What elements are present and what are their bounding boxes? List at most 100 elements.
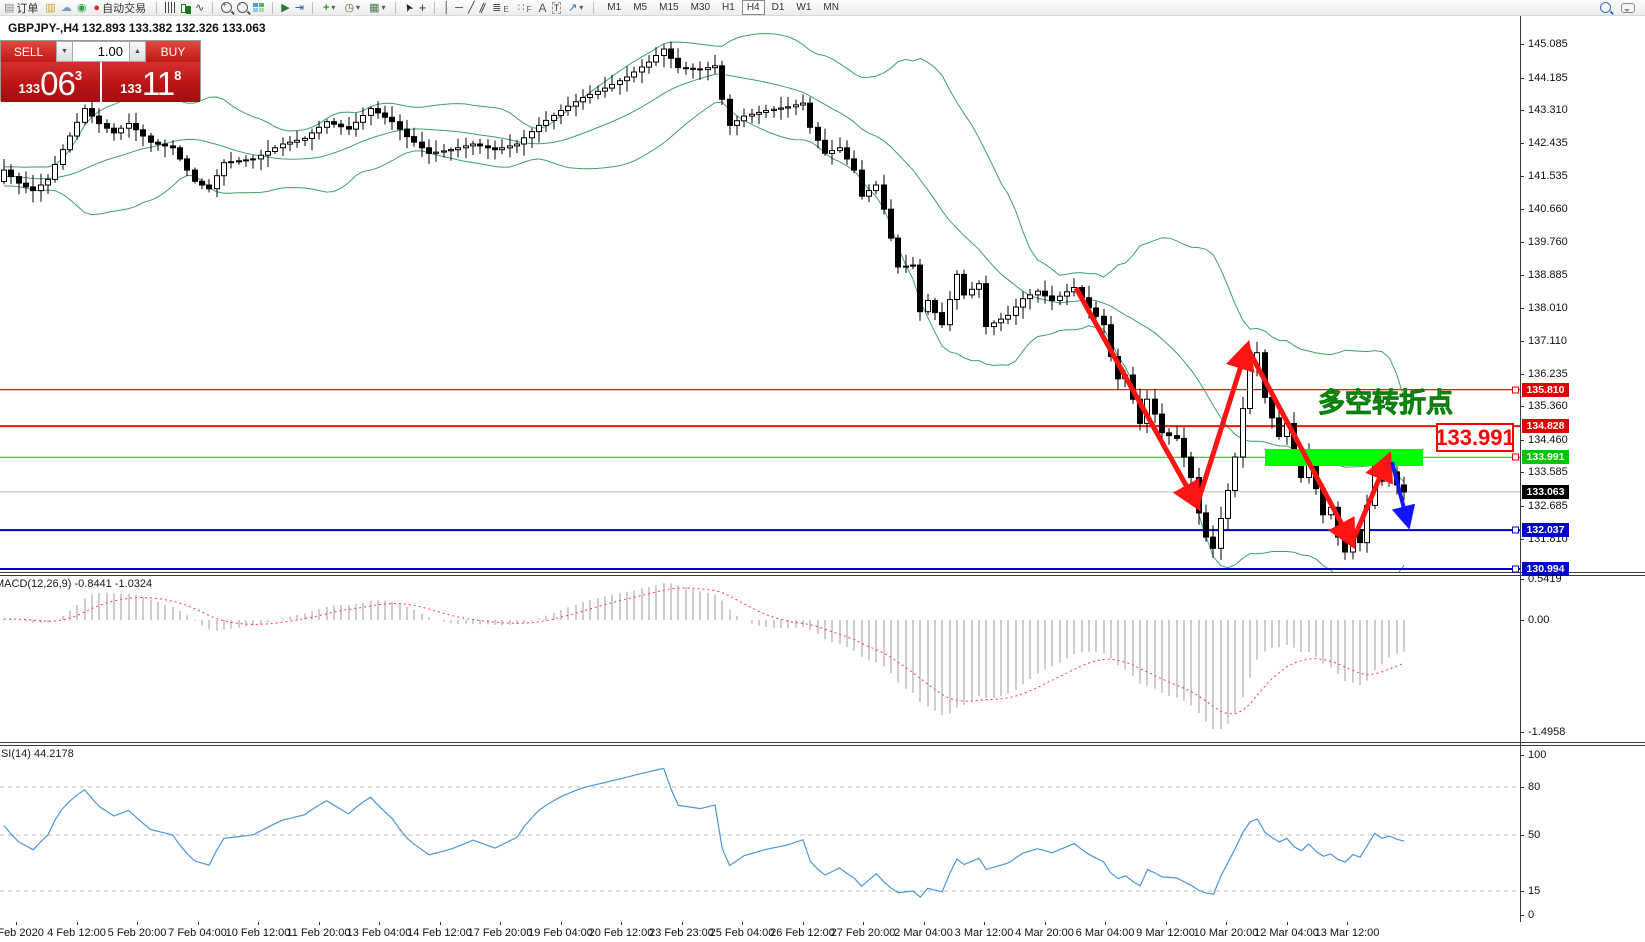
candle-body [815, 126, 821, 141]
chart-shift-icon[interactable]: ⇥ [294, 2, 304, 14]
bar-chart-icon[interactable] [165, 2, 176, 13]
tile-windows-icon[interactable] [253, 3, 265, 12]
fibonacci-tool[interactable]: ≣ E [490, 1, 511, 15]
vline-tool-icon[interactable]: │ [443, 1, 451, 14]
cursor-icon[interactable]: ➤ [402, 0, 418, 15]
buy-price-big: 11 [141, 65, 175, 102]
candle-body [895, 237, 901, 268]
time-label: 4 Mar 20:00 [1015, 927, 1074, 939]
line-anchor-marker[interactable] [1512, 453, 1519, 461]
sell-price-button[interactable]: 133 06 3 [1, 62, 100, 102]
pane-separator[interactable] [0, 572, 1645, 576]
templates-button[interactable]: ▦ ▾ [367, 1, 387, 15]
candle-body [331, 121, 337, 125]
hline-tool-icon[interactable]: ─ [455, 1, 463, 14]
timeframe-mn[interactable]: MN [823, 2, 839, 13]
time-label: 20 Feb 12:00 [588, 927, 654, 939]
volume-decrease-button[interactable]: ▼ [56, 41, 73, 62]
trend-arrow[interactable] [1349, 451, 1394, 544]
chat-icon[interactable] [1621, 2, 1635, 13]
line-anchor-marker[interactable] [1512, 565, 1519, 573]
volume-increase-button[interactable]: ▲ [129, 41, 146, 62]
zoom-in-icon[interactable]: + [221, 0, 233, 13]
timeframe-w1[interactable]: W1 [796, 2, 812, 13]
candle-body [983, 283, 989, 328]
trendline-tool-icon[interactable]: ╱ [467, 2, 475, 14]
sell-price-sup: 3 [74, 68, 83, 83]
label-tool-icon[interactable]: T [551, 1, 562, 14]
time-tick [16, 922, 17, 925]
new-order-button[interactable]: ▤ 订单 [2, 1, 40, 15]
price-tick [1520, 208, 1524, 210]
indicators-button[interactable]: + ▾ [321, 1, 337, 15]
line-anchor-marker[interactable] [1512, 386, 1519, 394]
channel-tool-icon[interactable]: ∥ [477, 1, 488, 15]
rsi-tick-label: 100 [1528, 749, 1547, 761]
volume-input[interactable]: 1.00 [73, 41, 129, 62]
signals-icon[interactable]: ◉ [76, 2, 87, 14]
price-callout-box[interactable] [1436, 423, 1514, 452]
rsi-pane[interactable] [0, 746, 1520, 922]
candle-body [653, 55, 659, 63]
periods-button[interactable]: ◷ ▾ [342, 1, 362, 15]
candle-body [851, 158, 857, 171]
autoscroll-icon[interactable]: ▶ [281, 2, 290, 14]
candle-body [404, 128, 410, 138]
timeframe-m30[interactable]: M30 [690, 2, 711, 13]
candle-body [1027, 294, 1033, 300]
candle-body [690, 67, 696, 70]
annotation-text[interactable]: 多空转折点 [1318, 387, 1454, 419]
price-level-badge: 132.037 [1522, 523, 1569, 538]
line-chart-icon[interactable]: ∿ [195, 2, 205, 14]
market-depth-icon[interactable]: ▥ [45, 2, 56, 14]
separator [311, 1, 313, 14]
buy-price-button[interactable]: 133 11 8 [101, 62, 200, 102]
timeframe-m1[interactable]: M1 [607, 2, 622, 13]
candle-body [170, 145, 176, 149]
timeframe-h1[interactable]: H1 [722, 2, 735, 13]
forecast-arrow[interactable] [1390, 461, 1416, 530]
timeframe-group: M1 M5 M15 M30 H1 H4 D1 W1 MN [602, 0, 844, 15]
shapes-dropdown[interactable]: ↗ ▾ [566, 1, 585, 15]
trend-arrow[interactable] [1073, 286, 1201, 512]
cloud-icon[interactable]: ☁ [60, 2, 72, 14]
timeframe-m5[interactable]: M5 [633, 2, 648, 13]
candle-body [507, 145, 513, 149]
time-label: 13 Mar 12:00 [1314, 927, 1380, 939]
price-tick [1520, 77, 1524, 79]
price-tick [1520, 373, 1524, 375]
trend-arrow[interactable] [1244, 345, 1356, 550]
search-icon[interactable] [1600, 2, 1611, 13]
price-axis[interactable]: 145.085 144.185 143.310 142.435 141.535 140.6… [1512, 16, 1645, 922]
line-anchor-marker[interactable] [1512, 526, 1519, 534]
price-chart-pane[interactable]: 多空转折点 133.991 [0, 16, 1520, 572]
macd-pane[interactable] [0, 576, 1520, 742]
candle-body [785, 106, 791, 109]
candle-body [309, 132, 315, 140]
crosshair-icon[interactable]: + [418, 0, 427, 15]
timeframe-h4[interactable]: H4 [741, 0, 765, 15]
autotrade-button[interactable]: ● 自动交易 [91, 1, 148, 15]
timeframe-m15[interactable]: M15 [659, 2, 679, 13]
pane-separator[interactable] [0, 742, 1645, 746]
clock-icon: ◷ [344, 1, 355, 14]
fibonacci-fan-tool[interactable]: ∷ F [516, 1, 534, 15]
text-tool-icon[interactable]: A [538, 0, 547, 15]
sell-price-prefix: 133 [18, 81, 41, 96]
turning-zone-rect[interactable] [1265, 449, 1423, 466]
price-tick-label: 132.685 [1528, 499, 1568, 512]
candle-body [324, 121, 330, 128]
price-tick-label: 138.010 [1528, 301, 1568, 314]
time-label: 14 Feb 12:00 [407, 927, 472, 939]
candle-body [492, 147, 498, 151]
zoom-out-icon[interactable]: - [237, 0, 249, 13]
candle-body [52, 164, 58, 180]
timeframe-d1[interactable]: D1 [771, 2, 785, 13]
sell-button[interactable]: SELL [1, 41, 56, 62]
candle-body [258, 154, 264, 160]
candlestick-chart-icon[interactable] [180, 2, 192, 14]
trend-arrow[interactable] [1194, 339, 1255, 506]
buy-button[interactable]: BUY [146, 41, 200, 62]
